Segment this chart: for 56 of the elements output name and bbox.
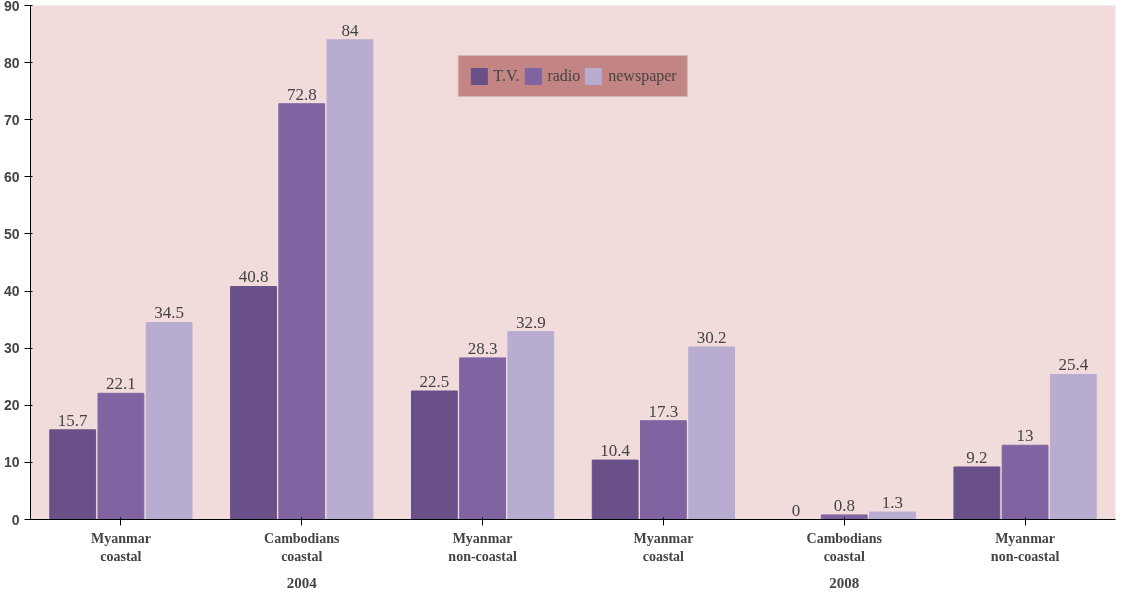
y-tick-label: 90 <box>3 0 20 14</box>
data-label: 28.3 <box>467 338 498 358</box>
legend-label: T.V. <box>493 67 520 85</box>
x-tick-label: Cambodians coastal <box>264 530 341 564</box>
legend-label: radio <box>547 67 581 85</box>
data-label: 13 <box>1016 426 1034 446</box>
bar <box>953 466 1001 520</box>
x-tick-label: Cambodians coastal <box>806 530 883 564</box>
data-label: 9.2 <box>966 447 988 467</box>
data-label: 25.4 <box>1058 355 1089 375</box>
bar <box>507 331 555 520</box>
data-label: 0 <box>791 500 801 520</box>
bar <box>591 459 639 520</box>
bar <box>640 420 687 520</box>
x-tick-label: Myanmar non-coastal <box>990 530 1060 564</box>
x-tick-label: Myanmar coastal <box>90 530 151 564</box>
bar <box>49 429 97 520</box>
y-tick-label: 70 <box>3 111 20 128</box>
y-tick-label: 60 <box>3 168 20 185</box>
data-label: 34.5 <box>154 303 185 323</box>
data-label: 1.3 <box>881 493 904 513</box>
y-tick-label: 80 <box>3 54 20 71</box>
bar <box>278 103 326 520</box>
bar <box>326 39 374 520</box>
bar <box>410 390 458 520</box>
bar <box>97 392 145 520</box>
bar <box>145 321 193 520</box>
data-label: 84 <box>341 20 359 40</box>
data-label: 30.2 <box>696 328 727 348</box>
y-tick-label: 50 <box>3 225 20 242</box>
y-tick-label: 20 <box>3 397 20 414</box>
bar <box>820 514 868 520</box>
data-label: 0.8 <box>833 495 855 515</box>
y-tick-label: 10 <box>3 454 20 471</box>
bar <box>230 285 277 520</box>
bar <box>688 346 736 520</box>
bar <box>459 357 506 520</box>
data-label: 32.9 <box>515 312 546 332</box>
data-label: 22.1 <box>106 374 136 394</box>
text: 2008 <box>829 574 860 591</box>
data-label: 40.8 <box>238 267 269 287</box>
data-label: 17.3 <box>648 401 679 421</box>
data-label: 22.5 <box>419 372 450 391</box>
y-tick-label: 30 <box>3 340 20 357</box>
data-label: 10.4 <box>600 441 631 461</box>
bar <box>1001 444 1049 520</box>
y-tick-label: 0 <box>11 511 20 528</box>
data-label: 72.8 <box>286 84 317 104</box>
y-tick-label: 40 <box>3 283 20 300</box>
bar <box>869 511 916 520</box>
text: 2004 <box>286 574 318 591</box>
data-label: 15.7 <box>57 410 89 430</box>
x-tick-label: Myanmar coastal <box>633 530 694 564</box>
x-tick-label: Myanmar non-coastal <box>448 530 517 564</box>
legend-label: newspaper <box>608 67 677 85</box>
bar <box>1049 373 1097 520</box>
